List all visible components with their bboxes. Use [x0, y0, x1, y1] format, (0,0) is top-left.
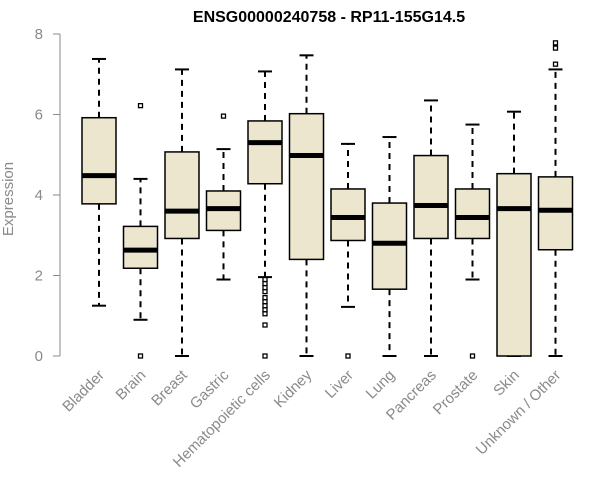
outlier-point: [262, 294, 268, 301]
outlier-point: [552, 61, 559, 67]
box-group: [164, 68, 200, 357]
box-group: [454, 123, 491, 359]
outlier-point: [220, 113, 227, 119]
box-iqr: [537, 176, 574, 251]
box-group: [496, 110, 532, 357]
box-group: [247, 70, 283, 359]
category-label: Lung: [363, 367, 399, 403]
box-group: [537, 40, 574, 357]
outlier-point: [469, 353, 476, 359]
box-group: [122, 102, 159, 359]
box-iqr: [81, 116, 117, 205]
box-iqr: [122, 225, 159, 270]
category-label: Bladder: [59, 367, 108, 416]
box-iqr: [454, 188, 491, 240]
box-iqr: [413, 154, 449, 240]
box-group: [330, 142, 366, 359]
box-iqr: [330, 188, 366, 242]
category-label: Liver: [322, 367, 357, 402]
box-group: [413, 99, 449, 357]
box-iqr: [247, 120, 283, 185]
y-tick-label: 4: [35, 187, 43, 204]
box-group: [81, 57, 117, 307]
chart-title: ENSG00000240758 - RP11-155G14.5: [193, 9, 465, 26]
boxes-layer: [81, 40, 574, 359]
box-group: [371, 136, 408, 357]
y-tick-label: 2: [35, 268, 43, 285]
outlier-point: [262, 322, 268, 328]
category-label: Kidney: [271, 366, 316, 411]
outlier-point: [137, 102, 144, 109]
y-tick-label: 0: [35, 348, 43, 365]
box-iqr: [496, 172, 532, 357]
box-iqr: [371, 202, 408, 290]
outlier-point: [262, 353, 268, 359]
outlier-point: [552, 40, 559, 46]
outlier-point: [345, 353, 351, 359]
y-tick-label: 6: [35, 107, 43, 124]
outlier-point: [137, 353, 144, 359]
box-group: [205, 113, 242, 281]
outlier-point: [552, 45, 559, 51]
box-iqr: [164, 151, 200, 240]
category-label: Prostate: [430, 367, 482, 419]
box-group: [288, 54, 325, 357]
y-axis-label: Expression: [0, 162, 17, 236]
y-tick-label: 8: [35, 26, 43, 43]
category-label: Skin: [490, 367, 523, 400]
category-label: Breast: [148, 366, 191, 409]
box-iqr: [288, 112, 325, 261]
outlier-point: [262, 276, 268, 283]
category-label: Brain: [113, 367, 150, 404]
y-axis: 0 2 4 6 8: [35, 26, 61, 365]
